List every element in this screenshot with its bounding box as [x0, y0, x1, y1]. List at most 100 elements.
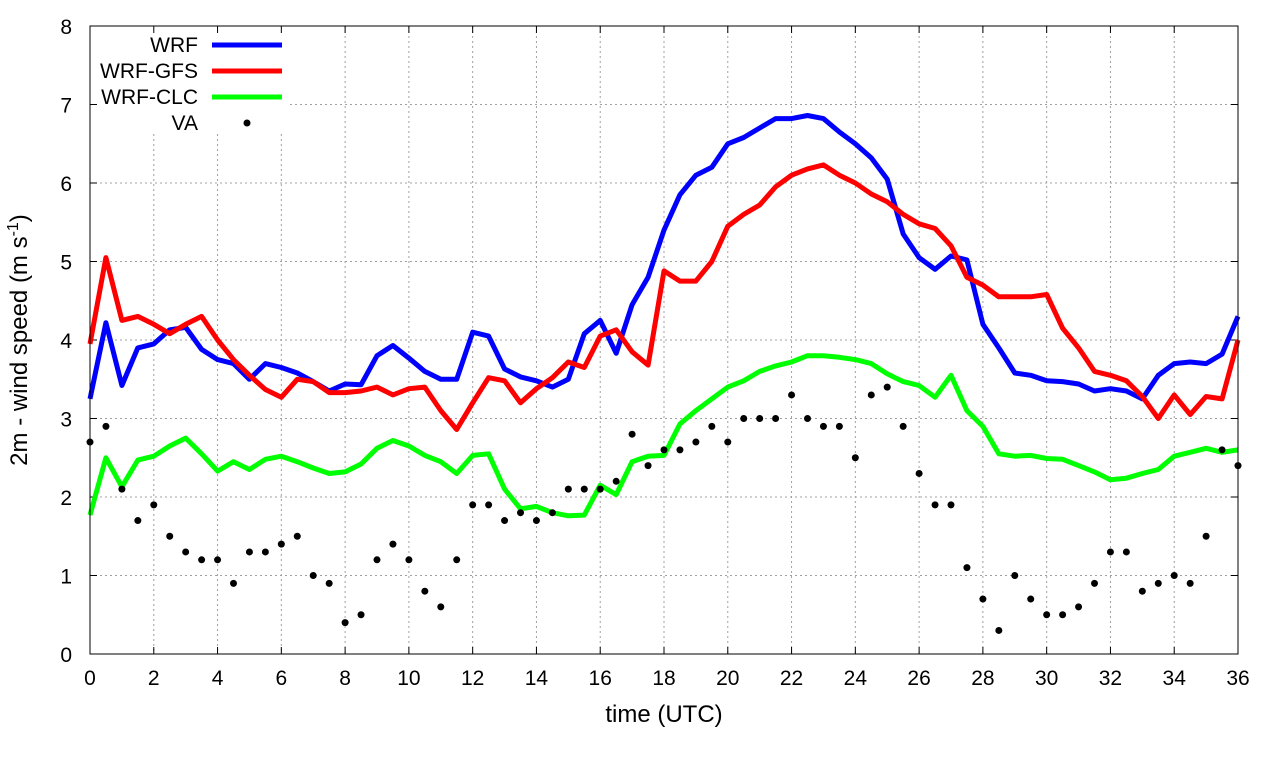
data-point-va [1011, 572, 1019, 579]
data-point-va [915, 469, 923, 477]
data-point-va [947, 501, 955, 509]
data-point-va [899, 422, 907, 430]
data-point-va [1186, 579, 1194, 587]
x-tick-label: 4 [212, 667, 224, 690]
x-tick-label: 30 [1035, 667, 1058, 690]
series-line-wrf [87, 113, 1241, 402]
data-point-va [628, 430, 636, 438]
x-tick-label: 2 [148, 667, 160, 690]
data-point-va [453, 556, 461, 564]
data-point-va [1122, 548, 1130, 556]
data-point-va [1027, 595, 1035, 603]
data-point-va [835, 422, 843, 430]
data-point-va [261, 548, 269, 556]
data-point-va [1218, 446, 1226, 454]
data-point-va [995, 626, 1003, 634]
data-point-va [931, 501, 939, 509]
data-point-va [564, 485, 572, 493]
y-tick-label: 3 [60, 409, 72, 432]
data-point-va [1138, 587, 1146, 595]
grid-lines [90, 26, 1238, 654]
data-point-va [1075, 603, 1083, 611]
x-tick-label: 8 [339, 667, 351, 690]
data-point-va [293, 532, 301, 540]
data-point-va [517, 509, 524, 517]
legend-label-wrf-gfs: WRF-GFS [100, 60, 198, 83]
data-point-va [851, 454, 859, 462]
data-point-va [325, 579, 333, 587]
data-point-va [405, 556, 413, 564]
x-tick-label: 0 [84, 667, 96, 690]
x-tick-label: 6 [275, 667, 287, 690]
x-tick-label: 10 [397, 667, 420, 690]
plot-frame [89, 25, 1239, 655]
data-point-va [532, 517, 540, 525]
data-point-va [1170, 572, 1178, 579]
data-point-va [772, 415, 780, 422]
axis-ticks: 0 2 4 6 8 10 12 14 16 18 20 22 24 26 28 30 32 34 360123456… [60, 16, 1249, 690]
y-tick-label: 4 [60, 330, 72, 353]
data-point-va [724, 438, 732, 446]
y-tick-label: 5 [60, 252, 72, 275]
data-point-va [341, 619, 349, 627]
data-point-va [198, 556, 206, 564]
data-point-va [804, 415, 811, 422]
data-point-va [883, 383, 891, 391]
x-tick-label: 28 [971, 667, 994, 690]
y-tick-label: 6 [60, 173, 72, 196]
y-axis-label-close: ) [6, 214, 33, 222]
y-axis-label-superscript: -1 [5, 222, 22, 236]
x-tick-label: 36 [1226, 667, 1249, 690]
x-tick-label: 32 [1099, 667, 1122, 690]
x-tick-label: 24 [844, 667, 868, 690]
y-axis-label-main: 2m - wind speed (m s [6, 236, 33, 465]
data-point-va [1059, 611, 1067, 619]
legend-label-wrf: WRF [150, 34, 198, 57]
data-point-va [1043, 611, 1051, 619]
data-point-va [756, 415, 764, 422]
y-tick-label: 8 [60, 16, 72, 39]
data-point-va [118, 485, 126, 493]
data-point-va [819, 422, 827, 430]
x-tick-label: 20 [716, 667, 739, 690]
x-tick-label: 18 [652, 667, 675, 690]
data-point-va [740, 415, 748, 422]
series-layer [86, 113, 1242, 634]
data-point-va [548, 509, 556, 517]
data-point-va [612, 477, 620, 485]
data-point-va [309, 572, 317, 579]
data-point-va [230, 579, 237, 587]
y-tick-label: 7 [60, 95, 72, 118]
data-point-va [357, 611, 365, 619]
data-point-va [979, 595, 987, 603]
y-tick-label: 2 [60, 487, 72, 510]
data-point-va [1154, 579, 1162, 587]
data-point-va [501, 517, 509, 525]
data-point-va [166, 532, 174, 540]
x-tick-label: 26 [907, 667, 930, 690]
data-point-va [1091, 579, 1098, 587]
data-point-va [245, 548, 253, 556]
legend-label-va: VA [172, 112, 198, 135]
data-point-va [102, 422, 110, 430]
x-tick-label: 14 [525, 667, 549, 690]
x-tick-label: 16 [589, 667, 612, 690]
data-point-va [277, 540, 285, 548]
data-point-va [214, 556, 222, 564]
data-point-va [708, 422, 716, 430]
data-point-va [788, 391, 796, 399]
legend: WRF WRF-GFS WRF-CLC VA [100, 34, 282, 135]
data-point-va [182, 548, 190, 556]
data-point-va [580, 485, 588, 493]
series-line-wrf-gfs [87, 162, 1241, 432]
data-point-va [1106, 548, 1114, 556]
y-axis-label: 2m - wind speed (m s-1) [5, 214, 33, 466]
data-point-va [596, 485, 604, 493]
x-tick-label: 22 [780, 667, 803, 690]
data-point-va [692, 438, 700, 446]
data-point-va [373, 556, 381, 564]
legend-label-wrf-clc: WRF-CLC [101, 86, 198, 109]
data-point-va [867, 391, 875, 399]
data-point-va [469, 501, 477, 509]
data-point-va [660, 446, 668, 454]
